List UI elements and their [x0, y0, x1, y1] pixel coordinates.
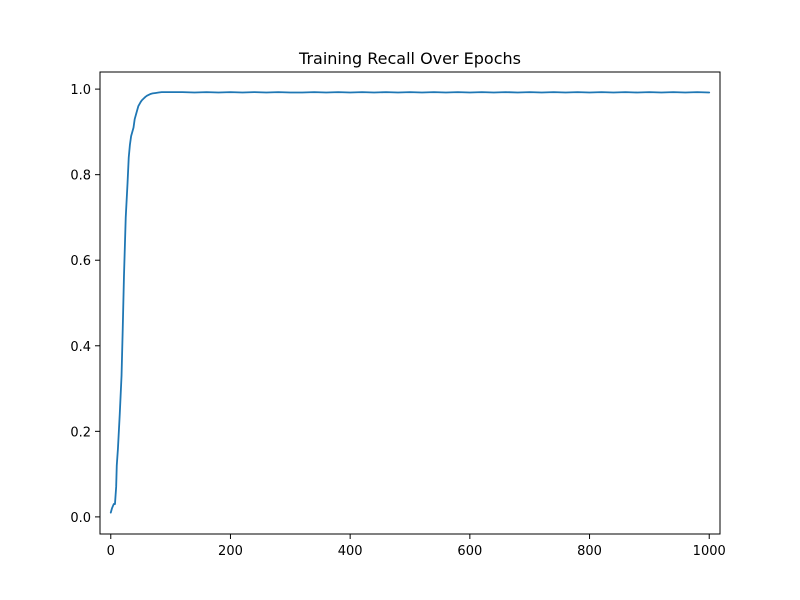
x-tick-label: 1000: [693, 544, 726, 559]
x-tick-label: 800: [577, 544, 602, 559]
series-layer: [109, 91, 711, 514]
y-axis: 0.0 0.2 0.4 0.6 0.8 1.0: [70, 83, 100, 526]
y-tick-label: 1.0: [70, 83, 91, 98]
y-tick-label: 0.4: [70, 340, 91, 355]
y-tick-label: 0.8: [70, 169, 91, 184]
x-axis: 0 200 400 600 800 1000: [107, 534, 726, 559]
x-tick-label: 200: [218, 544, 243, 559]
x-tick-label: 400: [338, 544, 363, 559]
recall-series-line: [109, 91, 711, 514]
y-tick-label: 0.2: [70, 425, 91, 440]
chart-title: Training Recall Over Epochs: [298, 49, 521, 68]
x-tick-label: 0: [107, 544, 115, 559]
x-tick-label: 600: [457, 544, 482, 559]
y-tick-label: 0.0: [70, 511, 91, 526]
plot-area-frame: [99, 71, 721, 535]
y-tick-label: 0.6: [70, 254, 91, 269]
